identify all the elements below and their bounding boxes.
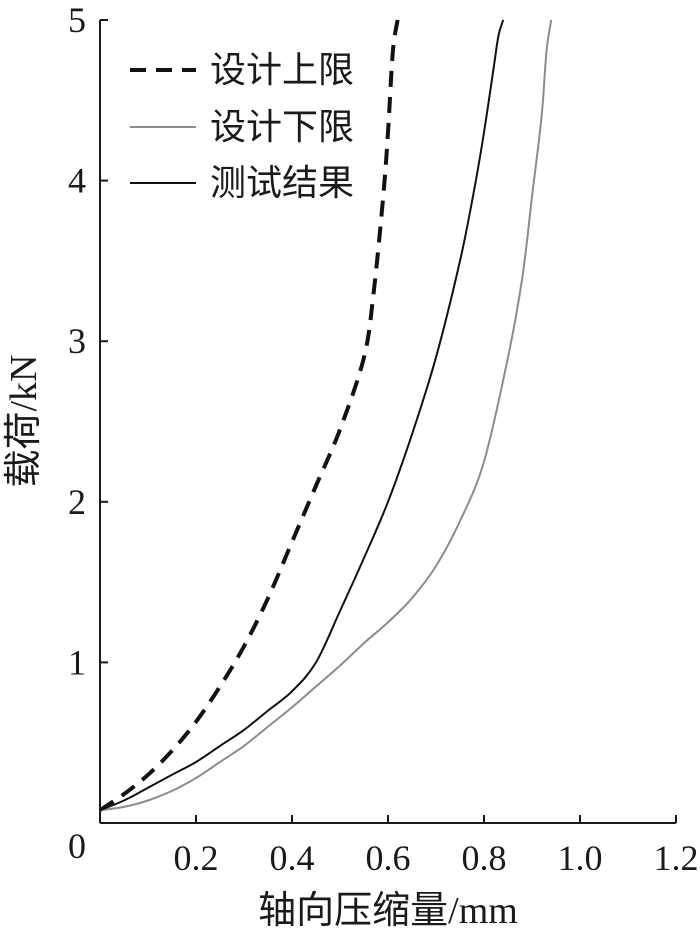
y-axis-ticks: 1 2 3 4 5 — [68, 0, 108, 682]
legend: 设计上限 设计下限 测试结果 — [130, 50, 354, 203]
legend-label-design-upper: 设计上限 — [210, 50, 354, 90]
legend-label-design-lower: 设计下限 — [210, 107, 354, 147]
x-tick-label: 0.6 — [366, 838, 411, 878]
design-lower-line — [99, 19, 553, 812]
x-tick-label: 1.0 — [558, 838, 603, 878]
y-tick-label: 2 — [68, 482, 86, 522]
y-tick-label: 5 — [68, 0, 86, 40]
test-result-line — [99, 19, 505, 812]
y-axis-title: 载荷/kN — [3, 354, 45, 487]
x-tick-label: 1.2 — [654, 838, 699, 878]
x-tick-label: 0.4 — [270, 838, 315, 878]
legend-label-test-result: 测试结果 — [210, 163, 354, 203]
x-axis-title: 轴向压缩量/mm — [258, 890, 518, 932]
x-axis-ticks: 0.2 0.4 0.6 0.8 1.0 1.2 — [174, 815, 699, 878]
design-upper-line — [98, 19, 400, 812]
x-tick-label: 0.2 — [174, 838, 219, 878]
series-layer — [98, 19, 553, 812]
x-tick-label: 0.8 — [462, 838, 507, 878]
y-tick-label: 1 — [68, 642, 86, 682]
y-tick-label: 3 — [68, 321, 86, 361]
y-tick-label: 4 — [68, 161, 86, 201]
origin-label: 0 — [68, 826, 86, 866]
plot-area — [99, 20, 676, 824]
